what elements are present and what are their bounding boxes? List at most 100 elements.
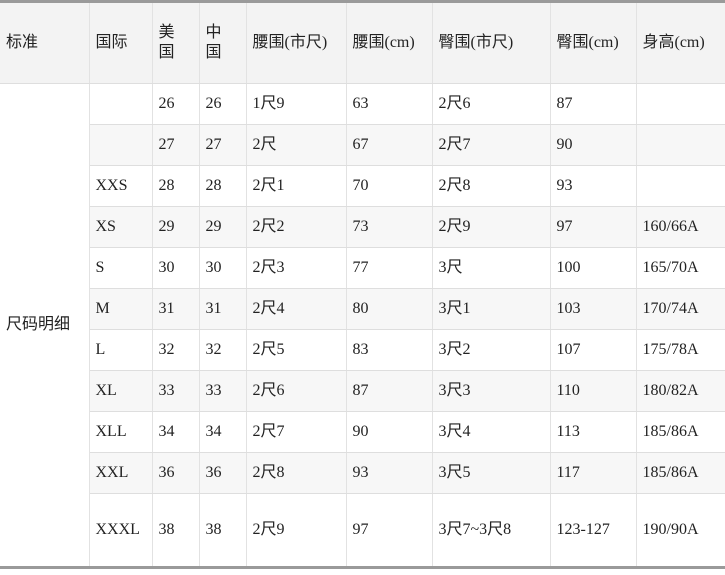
cell-intl [89, 124, 153, 166]
cell-cn: 29 [199, 206, 247, 248]
cell-us: 28 [152, 165, 200, 207]
cell-cn: 33 [199, 370, 247, 412]
cell-waist-shichi: 2尺8 [246, 452, 347, 494]
cell-intl: S [89, 247, 153, 289]
cell-waist-cm: 87 [346, 370, 433, 412]
header-us: 美 国 [152, 1, 200, 84]
table-row: XXL 36 36 2尺8 93 3尺5 117 185/86A [0, 452, 725, 494]
cell-us: 29 [152, 206, 200, 248]
cell-waist-cm: 93 [346, 452, 433, 494]
cell-hip-cm: 113 [550, 411, 637, 453]
cell-hip-cm: 103 [550, 288, 637, 330]
cell-hip-shichi: 2尺7 [432, 124, 551, 166]
table-row: S 30 30 2尺3 77 3尺 100 165/70A [0, 247, 725, 289]
cell-us: 33 [152, 370, 200, 412]
cell-hip-cm: 87 [550, 83, 637, 125]
cell-intl: XXS [89, 165, 153, 207]
cell-waist-cm: 63 [346, 83, 433, 125]
table-row: XXXL 38 38 2尺9 97 3尺7~3尺8 123-127 190/90A [0, 493, 725, 568]
cell-hip-cm: 123-127 [550, 493, 637, 568]
cell-hip-cm: 100 [550, 247, 637, 289]
cell-hip-shichi: 2尺9 [432, 206, 551, 248]
cell-height: 170/74A [636, 288, 725, 330]
cell-waist-shichi: 2尺3 [246, 247, 347, 289]
cell-hip-cm: 107 [550, 329, 637, 371]
cell-height [636, 165, 725, 207]
cell-height: 180/82A [636, 370, 725, 412]
cell-us: 34 [152, 411, 200, 453]
cell-waist-shichi: 2尺1 [246, 165, 347, 207]
cell-waist-shichi: 2尺 [246, 124, 347, 166]
cell-intl: XXL [89, 452, 153, 494]
cell-waist-shichi: 2尺9 [246, 493, 347, 568]
cell-waist-shichi: 2尺7 [246, 411, 347, 453]
cell-waist-shichi: 2尺2 [246, 206, 347, 248]
cell-us: 36 [152, 452, 200, 494]
cell-cn: 38 [199, 493, 247, 568]
cell-waist-cm: 97 [346, 493, 433, 568]
cell-height: 165/70A [636, 247, 725, 289]
table-body: 尺码明细 26 26 1尺9 63 2尺6 87 27 27 2尺 67 2尺7 90 XXS 28 28 2尺… [0, 83, 725, 568]
cell-hip-shichi: 3尺 [432, 247, 551, 289]
cell-waist-cm: 70 [346, 165, 433, 207]
table-row: XXS 28 28 2尺1 70 2尺8 93 [0, 165, 725, 207]
header-cn: 中 国 [199, 1, 247, 84]
header-height: 身高(cm) [636, 1, 725, 84]
cell-height: 185/86A [636, 452, 725, 494]
cell-cn: 32 [199, 329, 247, 371]
cell-us: 26 [152, 83, 200, 125]
cell-height: 175/78A [636, 329, 725, 371]
cell-us: 38 [152, 493, 200, 568]
cell-cn: 27 [199, 124, 247, 166]
table-row: XL 33 33 2尺6 87 3尺3 110 180/82A [0, 370, 725, 412]
cell-cn: 31 [199, 288, 247, 330]
cell-waist-cm: 90 [346, 411, 433, 453]
cell-intl: XLL [89, 411, 153, 453]
table-row: L 32 32 2尺5 83 3尺2 107 175/78A [0, 329, 725, 371]
header-hip-cm: 臀围(cm) [550, 1, 637, 84]
cell-us: 27 [152, 124, 200, 166]
table-header-row: 标准 国际 美 国 中 国 腰围(市尺) 腰围(cm) 臀围(市尺) 臀围(cm… [0, 1, 725, 84]
cell-cn: 36 [199, 452, 247, 494]
cell-cn: 26 [199, 83, 247, 125]
header-cn-line2: 国 [205, 44, 222, 61]
cell-waist-shichi: 1尺9 [246, 83, 347, 125]
cell-hip-shichi: 3尺1 [432, 288, 551, 330]
cell-hip-shichi: 3尺3 [432, 370, 551, 412]
cell-waist-shichi: 2尺4 [246, 288, 347, 330]
cell-waist-cm: 77 [346, 247, 433, 289]
table-row: 27 27 2尺 67 2尺7 90 [0, 124, 725, 166]
cell-cn: 34 [199, 411, 247, 453]
cell-intl: XL [89, 370, 153, 412]
category-cell: 尺码明细 [0, 83, 90, 568]
cell-waist-cm: 73 [346, 206, 433, 248]
table-row: 尺码明细 26 26 1尺9 63 2尺6 87 [0, 83, 725, 568]
cell-height [636, 83, 725, 125]
cell-waist-cm: 67 [346, 124, 433, 166]
cell-waist-shichi: 2尺6 [246, 370, 347, 412]
table-row: M 31 31 2尺4 80 3尺1 103 170/74A [0, 288, 725, 330]
cell-cn: 30 [199, 247, 247, 289]
table-row: XLL 34 34 2尺7 90 3尺4 113 185/86A [0, 411, 725, 453]
cell-us: 32 [152, 329, 200, 371]
header-standard: 标准 [0, 1, 90, 84]
cell-height [636, 124, 725, 166]
cell-hip-shichi: 3尺5 [432, 452, 551, 494]
header-waist-cm: 腰围(cm) [346, 1, 433, 84]
cell-waist-cm: 83 [346, 329, 433, 371]
cell-hip-shichi: 3尺2 [432, 329, 551, 371]
cell-hip-cm: 110 [550, 370, 637, 412]
header-international: 国际 [89, 1, 153, 84]
cell-height: 185/86A [636, 411, 725, 453]
table-row: XS 29 29 2尺2 73 2尺9 97 160/66A [0, 206, 725, 248]
cell-cn: 28 [199, 165, 247, 207]
cell-hip-shichi: 2尺6 [432, 83, 551, 125]
cell-intl: L [89, 329, 153, 371]
cell-us: 30 [152, 247, 200, 289]
cell-hip-cm: 90 [550, 124, 637, 166]
cell-intl [89, 83, 153, 125]
cell-intl: XXXL [89, 493, 153, 568]
header-us-line1: 美 [158, 24, 175, 41]
